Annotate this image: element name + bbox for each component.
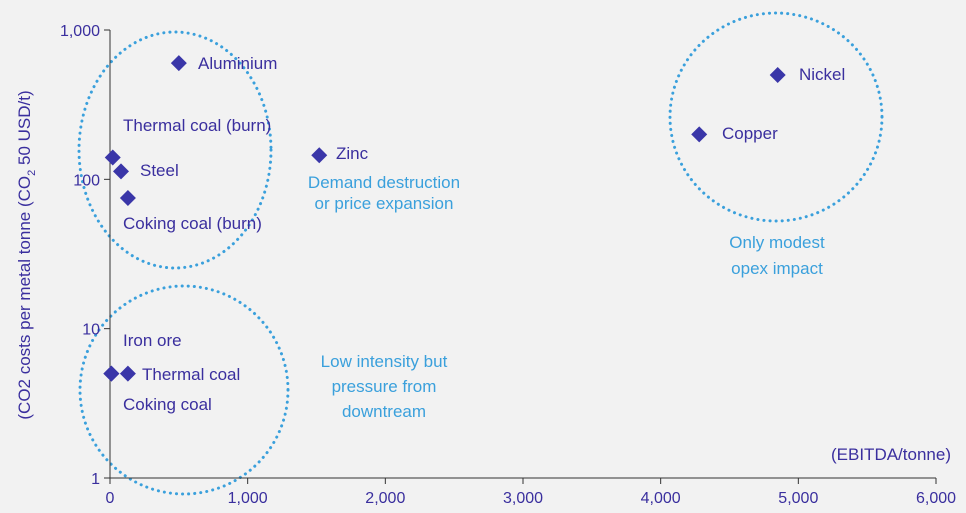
y-tick-label: 100 xyxy=(73,172,100,189)
label-thermal-coal: Thermal coal xyxy=(142,365,240,384)
x-tick-label: 1,000 xyxy=(228,490,268,507)
x-tick-label: 0 xyxy=(106,490,115,507)
label-coking-coal: Coking coal xyxy=(123,395,212,414)
point-copper xyxy=(691,126,708,143)
label-steel: Steel xyxy=(140,161,179,180)
label-iron-ore: Iron ore xyxy=(123,331,182,350)
annotations: Demand destruction or price expansion On… xyxy=(308,173,825,421)
point-steel xyxy=(113,163,130,180)
point-thermal-coal-burn xyxy=(104,149,121,166)
annotation-low-line-2: pressure from xyxy=(332,377,437,396)
y-axis-title-subscript: 2 xyxy=(26,170,38,176)
point-zinc xyxy=(311,147,328,164)
annotation-demand-line-1: Demand destruction xyxy=(308,173,460,192)
y-axis-title-part-2: 50 USD/t) xyxy=(15,90,34,169)
annotation-opex-line-1: Only modest xyxy=(729,233,825,252)
point-thermal-coal xyxy=(119,365,136,382)
data-markers xyxy=(103,55,786,382)
x-axis-title: (EBITDA/tonne) xyxy=(831,445,951,464)
y-axis-title-part-1: (CO2 costs per metal tonne (CO xyxy=(15,176,34,420)
annotation-demand-line-2: or price expansion xyxy=(315,194,454,213)
circle-high-intensity-group xyxy=(77,30,273,270)
y-axis-title: (CO2 costs per metal tonne (CO2 50 USD/t… xyxy=(15,90,38,419)
point-nickel xyxy=(769,66,786,83)
annotation-low-line-3: downtream xyxy=(342,402,426,421)
x-tick-label: 6,000 xyxy=(916,490,956,507)
y-tick-label: 1,000 xyxy=(60,23,100,40)
x-ticks: 0 1,000 2,000 3,000 4,000 5,000 6,000 xyxy=(106,478,956,507)
y-tick-label: 10 xyxy=(82,322,100,339)
axes xyxy=(109,30,936,479)
point-aluminium xyxy=(170,55,187,72)
x-tick-label: 4,000 xyxy=(641,490,681,507)
label-zinc: Zinc xyxy=(336,144,369,163)
point-coking-coal-burn xyxy=(119,189,136,206)
annotation-opex-line-2: opex impact xyxy=(731,259,823,278)
label-coking-coal-burn: Coking coal (burn) xyxy=(123,214,262,233)
circle-modest-impact-group xyxy=(668,11,884,223)
y-ticks: 1 10 100 1,000 xyxy=(60,23,110,488)
label-thermal-coal-burn: Thermal coal (burn) xyxy=(123,116,271,135)
annotation-low-line-1: Low intensity but xyxy=(321,352,448,371)
x-tick-label: 5,000 xyxy=(778,490,818,507)
point-coking-coal xyxy=(103,365,120,382)
label-nickel: Nickel xyxy=(799,65,845,84)
circle-low-intensity-group xyxy=(78,284,290,496)
highlight-circles xyxy=(77,11,884,496)
x-tick-label: 3,000 xyxy=(503,490,543,507)
point-labels: Aluminium Nickel Copper Zinc Thermal coa… xyxy=(123,54,845,414)
label-aluminium: Aluminium xyxy=(198,54,277,73)
x-tick-label: 2,000 xyxy=(365,490,405,507)
label-copper: Copper xyxy=(722,124,778,143)
y-tick-label: 1 xyxy=(91,471,100,488)
